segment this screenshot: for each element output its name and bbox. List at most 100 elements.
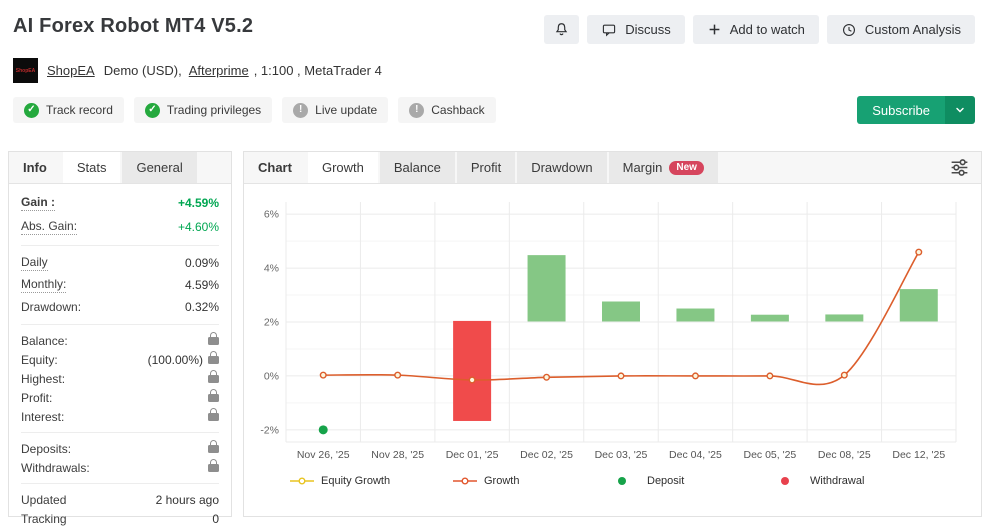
growth-marker <box>468 376 476 384</box>
lock-icon <box>208 369 219 383</box>
badge-trading-privileges[interactable]: ✓ Trading privileges <box>133 97 273 123</box>
lock-icon <box>208 331 219 345</box>
legend-item-equity-growth[interactable]: Equity Growth <box>289 475 452 487</box>
chart-tab-drawdown[interactable]: Drawdown <box>517 152 607 183</box>
x-tick-label: Dec 03, '25 <box>595 449 648 460</box>
legend-label: Deposit <box>647 475 685 487</box>
chart-tab-growth[interactable]: Growth <box>307 152 378 183</box>
tab-label: Stats <box>76 160 107 175</box>
speech-bubble-icon <box>603 24 616 36</box>
growth-bar-dec-08-25 <box>825 314 864 322</box>
custom-analysis-label: Custom Analysis <box>864 22 961 37</box>
page-title: AI Forex Robot MT4 V5.2 <box>13 15 254 37</box>
chart-tab-margin[interactable]: Margin New <box>608 152 718 183</box>
growth-marker <box>915 248 923 256</box>
discuss-button[interactable]: Discuss <box>587 15 685 44</box>
growth-bar-dec-04-25 <box>676 308 715 322</box>
x-tick-label: Dec 02, '25 <box>520 449 573 460</box>
x-tick-label: Dec 08, '25 <box>818 449 871 460</box>
bell-icon <box>556 23 568 36</box>
stat-row-withdrawals: Withdrawals: <box>21 458 219 477</box>
broker-link[interactable]: Afterprime <box>188 63 249 78</box>
discuss-label: Discuss <box>625 22 671 37</box>
chart-settings-button[interactable] <box>947 157 971 179</box>
chevron-down-icon <box>956 107 964 113</box>
account-name-link[interactable]: ShopEA <box>47 63 95 78</box>
account-leverage-platform: , 1:100 , MetaTrader 4 <box>253 63 382 78</box>
lock-icon <box>208 458 219 472</box>
tab-label: Balance <box>393 160 441 175</box>
stat-label[interactable]: Daily <box>21 255 48 271</box>
growth-marker <box>840 371 848 379</box>
legend-item-deposit[interactable]: Deposit <box>615 475 778 487</box>
y-tick-label: 0% <box>264 370 279 382</box>
stats-panel: Info Stats General Gain : +4.59% Abs. Gain: +… <box>8 151 232 526</box>
stat-value: +4.60% <box>177 220 219 234</box>
check-circle-icon: ✓ <box>144 102 160 118</box>
growth-chart: 6% 4% 2% 0% -2% Nov 26, '25 Nov 28, '25 Dec 01,… <box>260 202 957 461</box>
stat-label: Interest: <box>21 409 65 424</box>
stat-value <box>208 369 219 383</box>
tab-label: Chart <box>258 160 292 175</box>
chart-panel: Chart Growth Balance Profit Drawdown Margin Ne… <box>243 151 982 517</box>
stat-value: 0.09% <box>184 256 219 270</box>
y-tick-label: 2% <box>264 317 279 329</box>
stat-label[interactable]: Abs. Gain: <box>21 219 78 235</box>
legend-item-growth[interactable]: Growth <box>452 475 615 487</box>
add-to-watch-label: Add to watch <box>729 22 805 37</box>
legend-label: Equity Growth <box>321 475 391 487</box>
stat-row-gain: Gain : +4.59% <box>21 191 219 215</box>
legend-marker-dot-icon <box>781 477 789 485</box>
lock-icon <box>208 439 219 453</box>
legend-item-withdrawal[interactable]: Withdrawal <box>778 475 941 487</box>
stat-value <box>208 458 219 472</box>
legend-label: Growth <box>484 475 520 487</box>
chart-tab-profit[interactable]: Profit <box>456 152 516 183</box>
stat-label[interactable]: Monthly: <box>21 277 67 293</box>
add-to-watch-button[interactable]: Add to watch <box>692 15 819 44</box>
stat-label: Withdrawals: <box>21 460 90 475</box>
subscribe-button[interactable]: Subscribe <box>857 96 945 124</box>
stat-row-abs-gain: Abs. Gain: +4.60% <box>21 215 219 239</box>
growth-bar-dec-05-25 <box>750 314 789 322</box>
y-tick-label: -2% <box>260 424 279 436</box>
growth-bar-dec-02-25 <box>527 255 566 322</box>
growth-bar-dec-12-25 <box>899 289 938 322</box>
stat-label: Highest: <box>21 371 66 386</box>
subscribe-split-button: Subscribe <box>857 96 975 124</box>
custom-analysis-button[interactable]: Custom Analysis <box>826 15 975 44</box>
tab-label: Growth <box>321 160 364 175</box>
stats-tab-general[interactable]: General <box>122 152 197 183</box>
lock-icon <box>208 388 219 402</box>
legend-marker-line-icon <box>290 477 314 485</box>
subscribe-dropdown-button[interactable] <box>945 96 975 124</box>
stat-value <box>208 407 219 421</box>
legend-marker-line-icon <box>453 477 477 485</box>
stat-label: Balance: <box>21 333 68 348</box>
badge-cashback[interactable]: ! Cashback <box>398 97 496 123</box>
chart-tab-chart[interactable]: Chart <box>244 152 306 183</box>
x-tick-label: Dec 01, '25 <box>446 449 499 460</box>
tab-label: Margin <box>622 160 663 175</box>
new-badge: New <box>669 160 704 175</box>
chart-tabbar: Chart Growth Balance Profit Drawdown Margin Ne… <box>244 152 981 184</box>
stats-divider <box>21 324 219 325</box>
stat-value <box>208 388 219 402</box>
growth-bar-dec-01-25 <box>453 320 492 421</box>
stats-tab-info[interactable]: Info <box>9 152 61 183</box>
chart-settings-sliders-icon <box>951 159 967 176</box>
badge-track-record[interactable]: ✓ Track record <box>13 97 124 123</box>
stat-label[interactable]: Gain : <box>21 195 56 211</box>
growth-marker <box>766 372 774 380</box>
badge-live-update[interactable]: ! Live update <box>282 97 389 123</box>
deposit-marker <box>318 425 328 435</box>
chart-tab-balance[interactable]: Balance <box>379 152 455 183</box>
y-tick-label: 6% <box>264 209 279 221</box>
stats-tab-stats[interactable]: Stats <box>62 152 121 183</box>
account-type: Demo (USD), <box>103 63 182 78</box>
exclamation-circle-icon: ! <box>409 102 425 118</box>
notifications-button[interactable] <box>544 15 580 44</box>
badge-label: Trading privileges <box>166 103 262 117</box>
stat-label: Drawdown: <box>21 300 82 314</box>
stat-row-monthly: Monthly: 4.59% <box>21 274 219 296</box>
